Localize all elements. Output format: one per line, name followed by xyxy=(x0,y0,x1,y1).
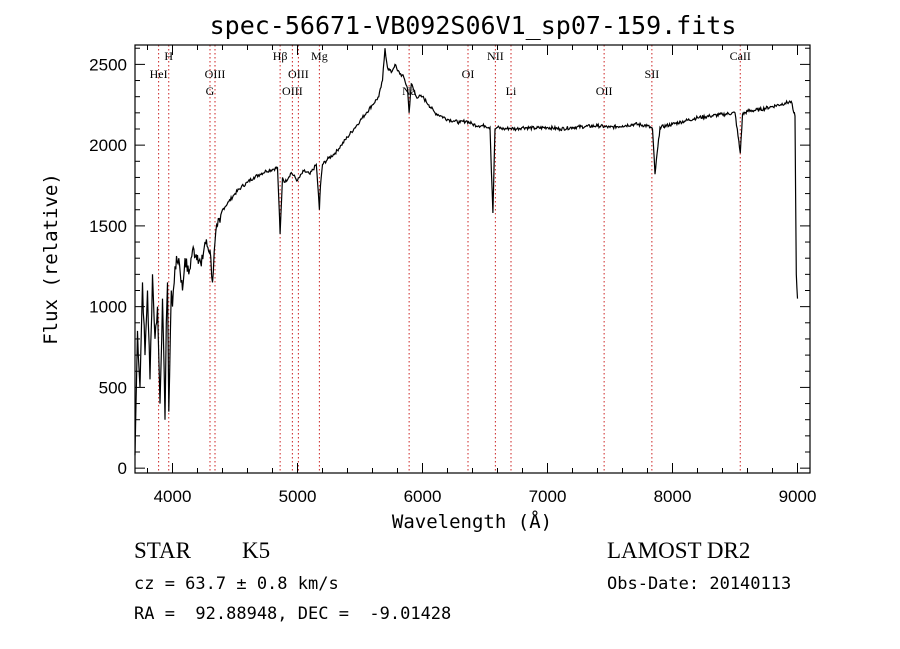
object-class: STAR xyxy=(134,538,191,563)
line-label-0: HeI xyxy=(150,67,168,81)
y-axis-label: Flux (relative) xyxy=(40,173,62,345)
line-label-7: Mg xyxy=(311,49,328,63)
line-label-6: OIII xyxy=(288,67,309,81)
spectrum-line xyxy=(134,48,799,456)
y-tick-label-2: 1000 xyxy=(89,298,127,317)
y-tick-label-5: 2500 xyxy=(89,55,127,74)
y-tick-label-4: 2000 xyxy=(89,136,127,155)
x-tick-label-4: 8000 xyxy=(654,487,692,506)
y-tick-label-0: 0 xyxy=(118,459,127,478)
line-label-10: NII xyxy=(487,49,504,63)
survey-name: LAMOST DR2 xyxy=(607,538,751,563)
line-label-1: H xyxy=(164,49,173,63)
line-label-12: OII xyxy=(596,84,613,98)
line-label-3: OIII xyxy=(205,67,226,81)
x-axis-label: Wavelength (Å) xyxy=(392,510,552,533)
x-tick-label-0: 4000 xyxy=(154,487,192,506)
line-label-14: CaII xyxy=(730,49,751,63)
x-tick-label-1: 5000 xyxy=(279,487,317,506)
sky-coordinates: RA = 92.88948, DEC = -9.01428 xyxy=(134,604,452,624)
y-tick-label-1: 500 xyxy=(99,378,127,397)
y-tick-label-3: 1500 xyxy=(89,217,127,236)
chart-title: spec-56671-VB092S06V1_sp07-159.fits xyxy=(210,11,737,40)
object-subclass: K5 xyxy=(242,538,271,563)
x-axis-ticks: 4000 5000 6000 7000 8000 9000 xyxy=(147,45,817,506)
line-label-13: SII xyxy=(645,67,660,81)
x-tick-label-2: 6000 xyxy=(404,487,442,506)
line-label-11: Li xyxy=(506,84,517,98)
spectral-line-markers xyxy=(158,45,741,473)
line-label-4: Hβ xyxy=(273,49,288,63)
redshift-velocity: cz = 63.7 ± 0.8 km/s xyxy=(134,574,339,594)
x-tick-label-3: 7000 xyxy=(529,487,567,506)
y-axis-ticks: 0 500 1000 1500 2000 2500 xyxy=(89,47,810,478)
line-label-2: G xyxy=(206,84,215,98)
observation-date: Obs-Date: 20140113 xyxy=(607,574,792,594)
line-label-5: OIII xyxy=(282,84,303,98)
plot-frame xyxy=(134,44,811,474)
x-tick-label-5: 9000 xyxy=(779,487,817,506)
line-label-9: OI xyxy=(462,67,475,81)
